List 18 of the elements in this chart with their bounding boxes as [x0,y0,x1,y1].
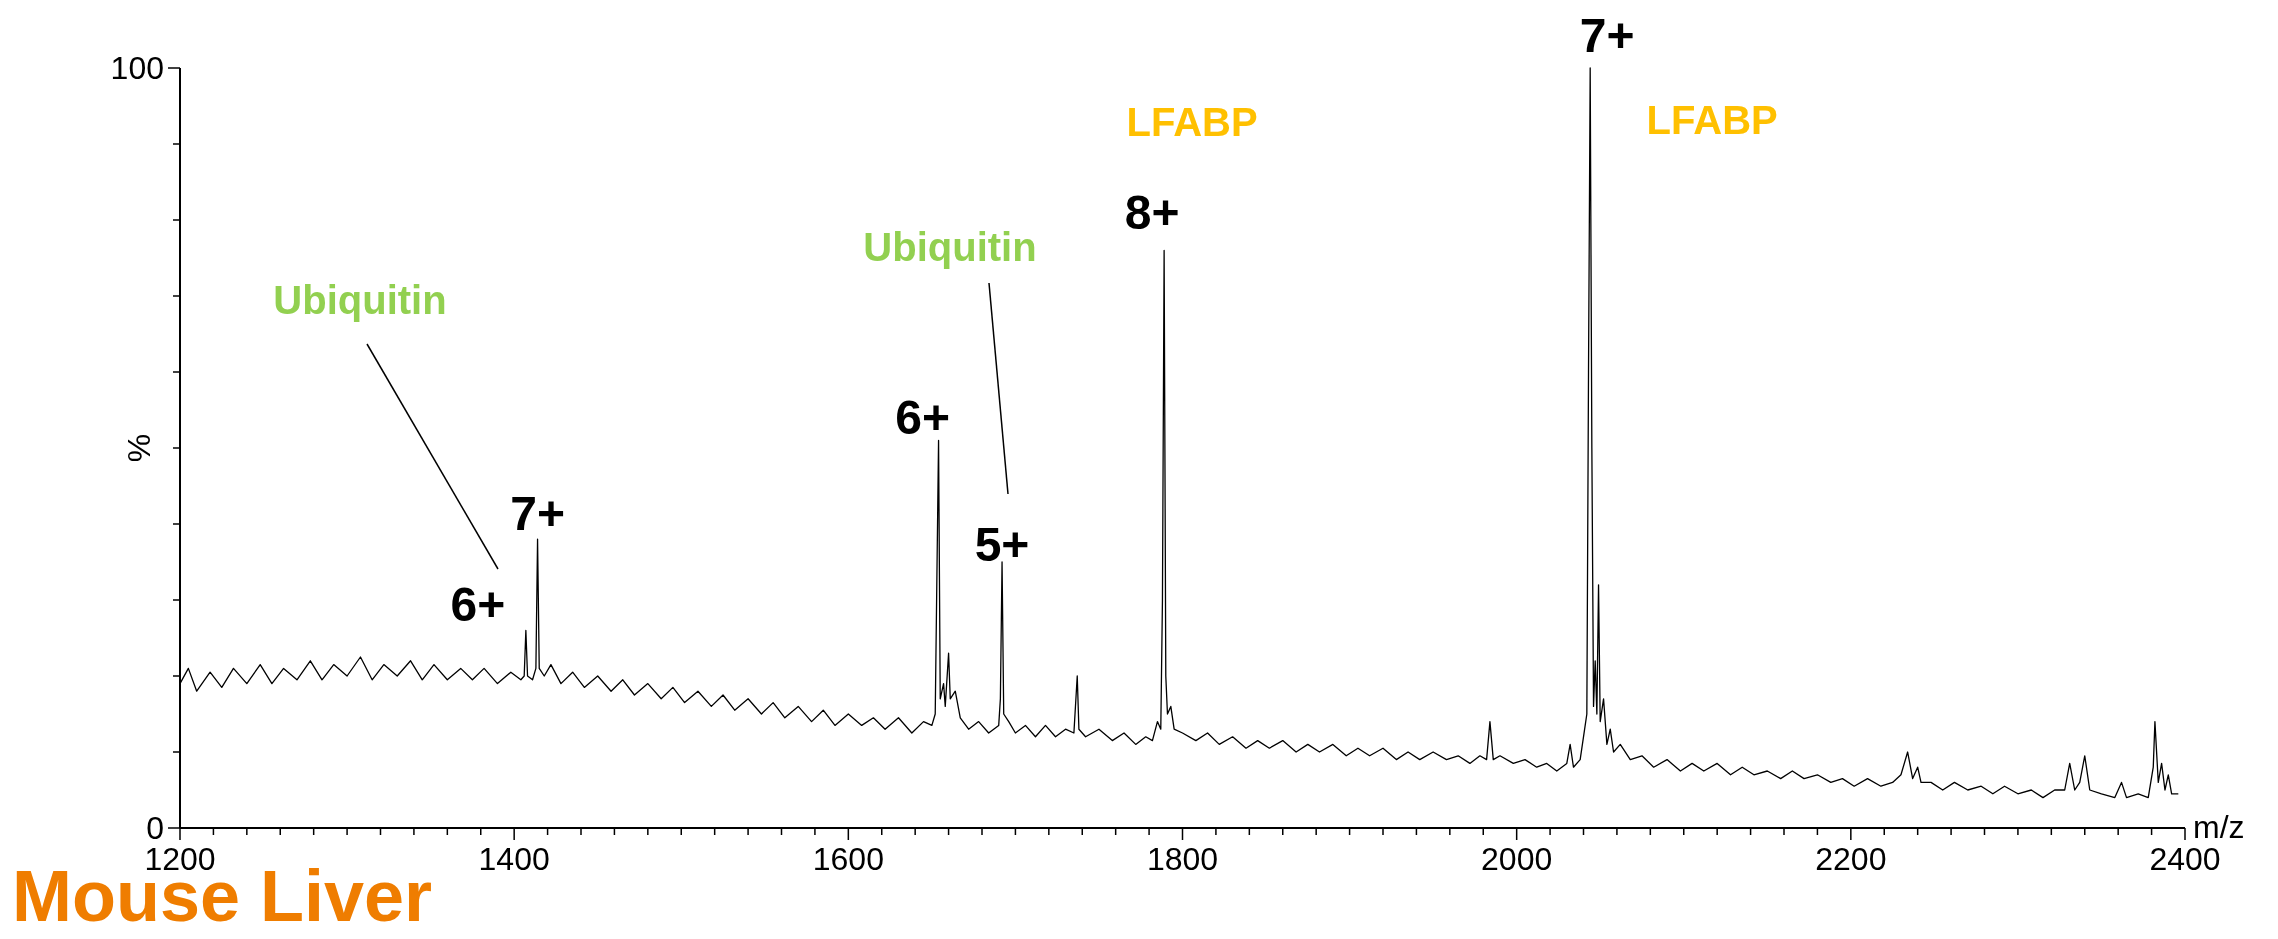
annotation: LFABP [1646,98,1778,142]
y-axis-title: % [121,433,157,463]
annotation: Ubiquitin [863,225,1037,269]
annotation: 6+ [450,578,506,632]
annotation: Ubiquitin [273,278,447,322]
x-tick-label: 2000 [1481,841,1553,877]
x-tick-label: 1800 [1146,841,1219,877]
annotation: 6+ [895,391,950,445]
x-tick-label: 2200 [1815,841,1887,877]
annotation: 7+ [1579,8,1635,62]
annotation: 5+ [974,517,1030,571]
x-tick-label: 1600 [812,841,884,877]
annotation: 7+ [510,487,565,540]
y-tick-label: 0 [146,810,164,847]
x-tick-label: 1400 [478,841,550,877]
annotation: LFABP [1126,100,1258,145]
y-tick-label: 100 [110,50,164,87]
annotation: 8+ [1124,186,1180,240]
